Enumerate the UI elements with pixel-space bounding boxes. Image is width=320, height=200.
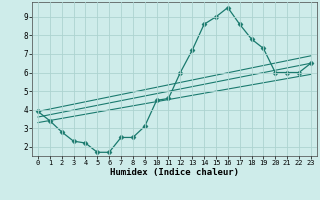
X-axis label: Humidex (Indice chaleur): Humidex (Indice chaleur) [110, 168, 239, 177]
